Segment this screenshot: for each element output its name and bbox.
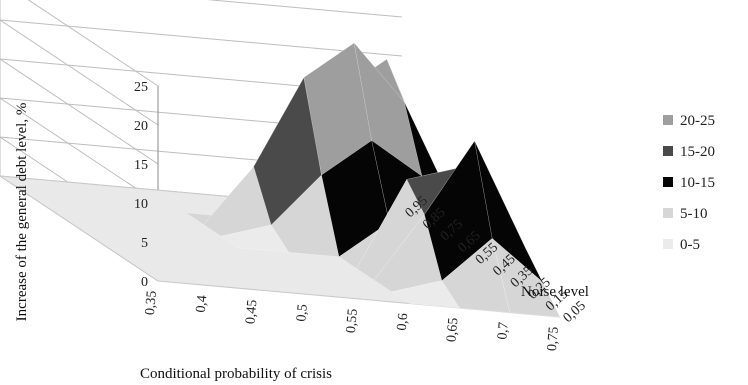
legend: 20-25 15-20 10-15 5-10 0-5 (663, 113, 715, 253)
surface-cell (491, 237, 561, 318)
gridline-z (0, 19, 403, 126)
legend-swatch (663, 208, 673, 218)
y-axis-title: Noise level (521, 284, 589, 300)
x-tick-label: 0,45 (243, 299, 260, 325)
z-tick-label: 15 (134, 158, 148, 173)
y-axis-ticks: 0,050,150,250,350,450,550,650,750,850,95 (403, 193, 589, 326)
z-tick-label: 25 (134, 80, 148, 95)
legend-swatch (663, 115, 673, 125)
legend-label: 15-20 (680, 144, 715, 160)
z-tick-label: 20 (134, 119, 148, 134)
x-tick-label: 0,7 (495, 322, 511, 341)
x-tick-label: 0,75 (545, 326, 562, 352)
legend-label: 5-10 (680, 206, 708, 222)
x-tick-label: 0,4 (194, 295, 210, 314)
legend-swatch (663, 239, 673, 249)
gridline-z (27, 0, 403, 87)
x-tick-label: 0,65 (444, 317, 461, 343)
x-tick-label: 0,5 (294, 304, 310, 323)
legend-label: 0-5 (680, 237, 700, 253)
z-tick-label: 10 (134, 197, 148, 212)
x-tick-label: 0,35 (143, 290, 160, 316)
z-tick-label: 5 (141, 236, 148, 251)
legend-label: 10-15 (680, 175, 715, 191)
x-axis-title: Conditional probability of crisis (140, 366, 332, 382)
legend-swatch (663, 146, 673, 156)
gridline-z (0, 58, 403, 165)
z-axis-title: Increase of the general debt level, % (14, 103, 30, 322)
x-axis-ticks: 0,35 0,4 0,45 0,5 0,55 0,6 0,65 0,7 0,75 (143, 290, 562, 352)
legend-swatch (663, 177, 673, 187)
surface-plot (185, 42, 561, 318)
legend-label: 20-25 (680, 113, 715, 129)
z-axis-ticks: 0 5 10 15 20 25 (134, 80, 148, 290)
x-tick-label: 0,55 (344, 308, 361, 334)
x-tick-label: 0,6 (395, 313, 411, 332)
gridline-z (0, 97, 403, 204)
z-tick-label: 0 (141, 275, 148, 290)
